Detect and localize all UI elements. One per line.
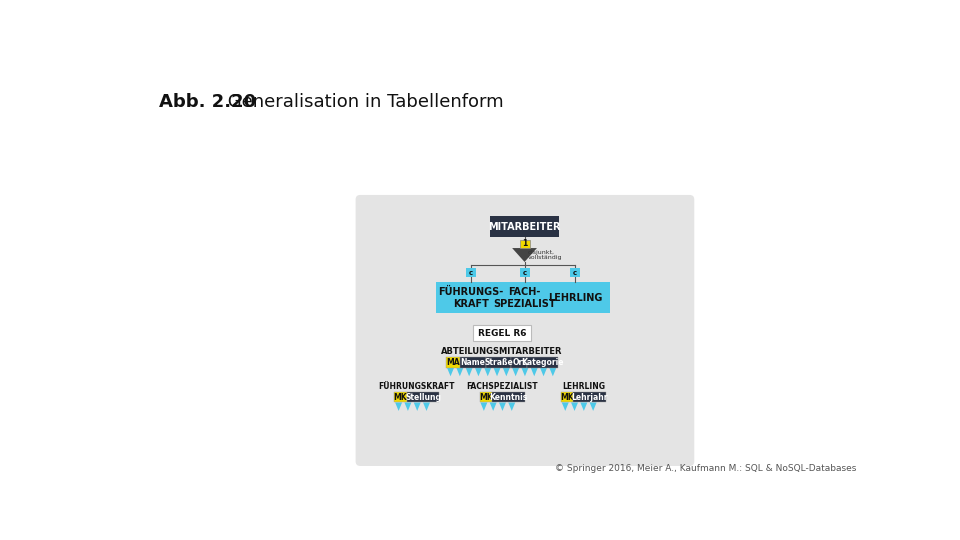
Text: disjunkt,
vollständig: disjunkt, vollständig [528, 249, 563, 260]
Polygon shape [521, 368, 528, 376]
Text: MA: MA [446, 358, 460, 367]
FancyBboxPatch shape [491, 216, 559, 237]
Polygon shape [499, 402, 506, 411]
Polygon shape [562, 402, 568, 411]
Text: c: c [469, 269, 473, 276]
FancyBboxPatch shape [460, 357, 486, 368]
FancyBboxPatch shape [486, 357, 512, 368]
Text: Generalisation in Tabellenform: Generalisation in Tabellenform [223, 93, 504, 111]
Polygon shape [512, 368, 519, 376]
Text: Kategorie: Kategorie [521, 358, 564, 367]
FancyBboxPatch shape [527, 357, 558, 368]
Text: ABTEILUNGSMITARBEITER: ABTEILUNGSMITARBEITER [442, 347, 563, 356]
Text: Kenntnis: Kenntnis [490, 393, 527, 402]
FancyBboxPatch shape [355, 195, 694, 466]
Polygon shape [484, 368, 492, 376]
Text: LEHRLING: LEHRLING [562, 382, 605, 391]
Polygon shape [571, 402, 578, 411]
Text: Lehrjahr: Lehrjahr [571, 393, 608, 402]
Text: Abb. 2.20: Abb. 2.20 [158, 93, 256, 111]
FancyBboxPatch shape [436, 282, 506, 313]
FancyBboxPatch shape [519, 240, 530, 248]
Text: Name: Name [461, 358, 486, 367]
Polygon shape [466, 368, 472, 376]
Polygon shape [493, 368, 500, 376]
Text: MK: MK [394, 393, 407, 402]
Polygon shape [423, 402, 430, 411]
Polygon shape [447, 368, 454, 376]
Text: FACHSPEZIALIST: FACHSPEZIALIST [467, 382, 538, 391]
Polygon shape [490, 402, 496, 411]
FancyBboxPatch shape [490, 282, 560, 313]
Polygon shape [531, 368, 538, 376]
FancyBboxPatch shape [480, 392, 492, 402]
Text: c: c [573, 269, 577, 276]
Text: REGEL R6: REGEL R6 [478, 329, 526, 338]
FancyBboxPatch shape [512, 357, 527, 368]
Text: FÜHRUNGS-
KRAFT: FÜHRUNGS- KRAFT [439, 287, 504, 308]
Polygon shape [396, 402, 402, 411]
Text: LEHRLING: LEHRLING [548, 293, 602, 303]
Polygon shape [540, 368, 547, 376]
Polygon shape [456, 368, 464, 376]
Text: © Springer 2016, Meier A., Kaufmann M.: SQL & NoSQL-Databases: © Springer 2016, Meier A., Kaufmann M.: … [555, 464, 856, 473]
Polygon shape [508, 402, 516, 411]
Polygon shape [414, 402, 420, 411]
Polygon shape [475, 368, 482, 376]
FancyBboxPatch shape [492, 392, 524, 402]
Text: MITARBEITER: MITARBEITER [489, 221, 561, 232]
Text: Stellung: Stellung [405, 393, 441, 402]
FancyBboxPatch shape [573, 392, 606, 402]
Text: c: c [522, 269, 527, 276]
Text: MK: MK [479, 393, 492, 402]
FancyBboxPatch shape [519, 268, 530, 277]
Polygon shape [480, 402, 488, 411]
Polygon shape [404, 402, 412, 411]
FancyBboxPatch shape [540, 282, 610, 313]
Polygon shape [503, 368, 510, 376]
FancyBboxPatch shape [561, 392, 573, 402]
Polygon shape [512, 248, 537, 262]
Text: 1: 1 [522, 239, 527, 248]
FancyBboxPatch shape [395, 392, 407, 402]
Polygon shape [589, 402, 596, 411]
Text: Straße: Straße [484, 358, 513, 367]
FancyBboxPatch shape [466, 268, 476, 277]
Text: FÜHRUNGSKRAFT: FÜHRUNGSKRAFT [378, 382, 455, 391]
Text: FACH-
SPEZIALIST: FACH- SPEZIALIST [493, 287, 556, 308]
Polygon shape [581, 402, 588, 411]
Text: Ort: Ort [513, 358, 526, 367]
FancyBboxPatch shape [570, 268, 580, 277]
FancyBboxPatch shape [407, 392, 440, 402]
Text: MK: MK [561, 393, 574, 402]
FancyBboxPatch shape [473, 326, 531, 341]
Polygon shape [549, 368, 557, 376]
FancyBboxPatch shape [446, 357, 460, 368]
